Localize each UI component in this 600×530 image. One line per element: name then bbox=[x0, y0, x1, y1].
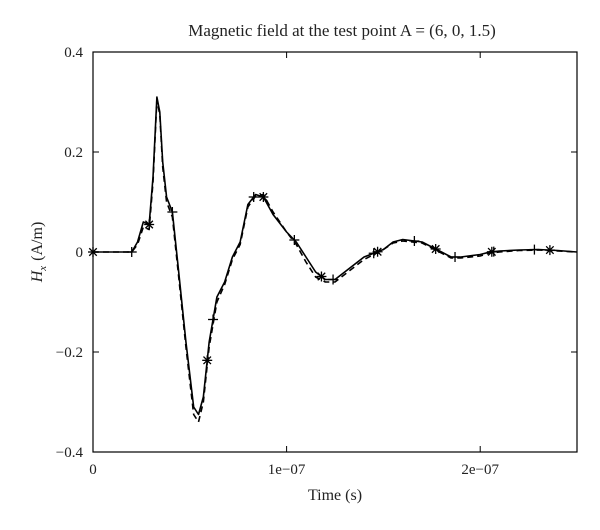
y-tick-label: −0.2 bbox=[56, 345, 83, 361]
plus-marker bbox=[409, 236, 420, 246]
x-tick-label: 0 bbox=[89, 462, 97, 478]
x-tick-label: 2e−07 bbox=[461, 462, 499, 478]
plus-marker bbox=[289, 235, 300, 245]
series-line-dashed bbox=[93, 98, 578, 423]
y-axis-label: Hx (A/m) bbox=[29, 222, 49, 284]
y-axis-subscript: x bbox=[37, 266, 49, 272]
marker-layer bbox=[88, 192, 555, 366]
y-axis-unit: (A/m) bbox=[29, 222, 46, 261]
y-tick-label: 0.2 bbox=[64, 145, 83, 161]
series-layer bbox=[93, 96, 578, 423]
plus-marker bbox=[529, 244, 540, 255]
star-marker bbox=[88, 247, 98, 257]
x-tick-label: 1e−07 bbox=[268, 462, 306, 478]
star-marker bbox=[430, 244, 441, 254]
plus-marker bbox=[167, 207, 178, 217]
y-axis-symbol: H bbox=[29, 269, 46, 283]
y-tick-label: 0 bbox=[76, 245, 84, 261]
star-marker bbox=[258, 192, 269, 202]
star-marker bbox=[202, 355, 213, 366]
star-marker bbox=[544, 245, 555, 256]
plus-marker bbox=[248, 192, 259, 202]
star-marker bbox=[316, 271, 327, 282]
plus-marker bbox=[450, 252, 461, 262]
x-ticks: 0 1e−07 2e−07 bbox=[89, 52, 500, 478]
series-line-solid bbox=[93, 96, 578, 416]
y-tick-label: 0.4 bbox=[64, 45, 83, 61]
y-tick-label: −0.4 bbox=[56, 445, 84, 461]
chart-title: Magnetic field at the test point A = (6,… bbox=[188, 21, 496, 40]
plus-marker bbox=[208, 314, 219, 325]
plus-marker bbox=[328, 274, 339, 285]
y-ticks: 0.4 0.2 0 −0.2 −0.4 bbox=[56, 45, 577, 461]
star-marker bbox=[486, 246, 497, 257]
star-marker bbox=[372, 246, 383, 257]
x-axis-label: Time (s) bbox=[308, 487, 362, 504]
plus-marker bbox=[126, 247, 137, 257]
star-marker bbox=[144, 219, 155, 230]
plot-frame bbox=[92, 51, 578, 453]
